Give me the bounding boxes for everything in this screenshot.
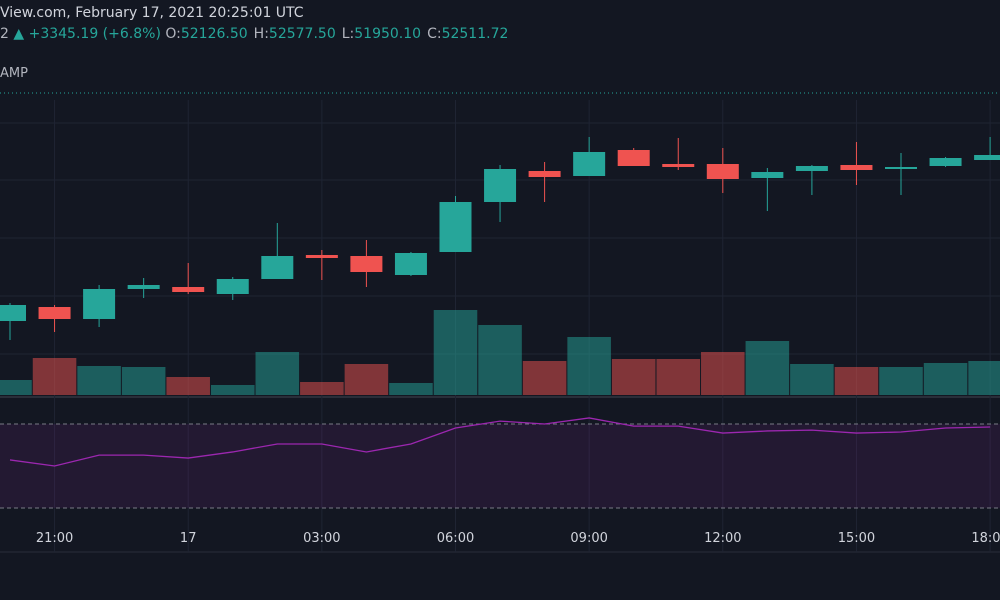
volume-bar	[300, 382, 344, 395]
volume-bar	[344, 364, 389, 395]
volume-bar	[0, 380, 32, 395]
volume-bar	[701, 352, 745, 395]
volume-bar	[879, 367, 923, 395]
header-line-1: View.com, February 17, 2021 20:25:01 UTC	[0, 5, 304, 21]
ohlc-label: L:	[341, 26, 355, 42]
ohlc-value: 52577.50	[268, 26, 336, 42]
symbol-fragment: 2	[0, 26, 9, 42]
source-line: View.com, February 17, 2021 20:25:01 UTC	[0, 5, 304, 21]
x-tick-label: 18:00	[971, 531, 1000, 546]
ohlc: O:52126.50 H:52577.50 L:51950.10 C:52511.72	[165, 26, 514, 42]
x-tick-label: 21:00	[36, 531, 73, 546]
volume-bar	[656, 359, 701, 395]
grid	[0, 122, 1000, 355]
up-arrow: ▲	[13, 26, 25, 42]
candle-body	[528, 171, 561, 177]
ohlc-label: O:	[165, 26, 181, 42]
candle-body	[484, 169, 517, 202]
volume-bar	[611, 359, 656, 395]
candle-body	[439, 202, 472, 252]
ohlc-label: C:	[427, 26, 442, 42]
x-tick-label: 03:00	[303, 531, 340, 546]
volume-bar	[32, 358, 77, 395]
indicator-line: AMP	[0, 66, 28, 81]
header-line-2: 2 ▲ +3345.19 (+6.8%) O:52126.50 H:52577.5…	[0, 26, 514, 42]
candle-body	[662, 164, 695, 167]
candle-body	[840, 165, 873, 170]
candle-body	[127, 285, 160, 289]
ohlc-label: H:	[253, 26, 269, 42]
volume-bar	[121, 367, 166, 395]
volume-bar	[834, 367, 879, 395]
candle-body	[617, 150, 650, 166]
candle-body	[216, 279, 249, 294]
rsi-line	[9, 417, 991, 467]
volume-bar	[255, 352, 300, 395]
volume-bar	[210, 385, 255, 395]
candle-body	[305, 255, 338, 258]
candle-body	[974, 155, 1000, 160]
volume-bar	[77, 366, 121, 395]
x-tick-label: 09:00	[570, 531, 607, 546]
volume-bar	[790, 364, 834, 395]
candle-body	[172, 287, 205, 292]
candle-body	[885, 167, 917, 169]
volume-bar	[745, 341, 790, 395]
volume-bar	[478, 325, 522, 395]
candle-body	[394, 253, 427, 275]
ohlc-value: 52511.72	[441, 26, 509, 42]
candle-body	[83, 289, 116, 319]
candle-body	[350, 256, 383, 272]
indicator-fragment: AMP	[0, 66, 28, 81]
candle-body	[0, 305, 26, 321]
candle-body	[38, 307, 71, 319]
x-tick-label: 12:00	[704, 531, 741, 546]
candle-body	[706, 164, 739, 179]
change: +3345.19 (+6.8%)	[28, 26, 161, 42]
candle-body	[261, 256, 294, 279]
candle-body	[573, 152, 606, 176]
volume-bar	[433, 310, 478, 395]
candle-body	[795, 166, 828, 171]
candle-body	[751, 172, 784, 178]
volume-bar	[567, 337, 611, 395]
volume-bar	[166, 377, 210, 395]
x-tick-label: 06:00	[437, 531, 474, 546]
ohlc-value: 52126.50	[180, 26, 248, 42]
volume-bar	[389, 383, 433, 395]
ohlc-value: 51950.10	[354, 26, 422, 42]
volume-bar	[522, 361, 567, 395]
volume-bar	[923, 363, 968, 395]
x-tick-label: 15:00	[838, 531, 875, 546]
volume-bar	[968, 361, 1000, 395]
rsi-band-fill	[0, 424, 1000, 509]
candle-body	[929, 158, 962, 166]
x-tick-label: 17	[180, 531, 197, 546]
plot: 21:00 17 03:00 06:00 09:00 12:00 15:00 18:00	[0, 100, 1000, 552]
